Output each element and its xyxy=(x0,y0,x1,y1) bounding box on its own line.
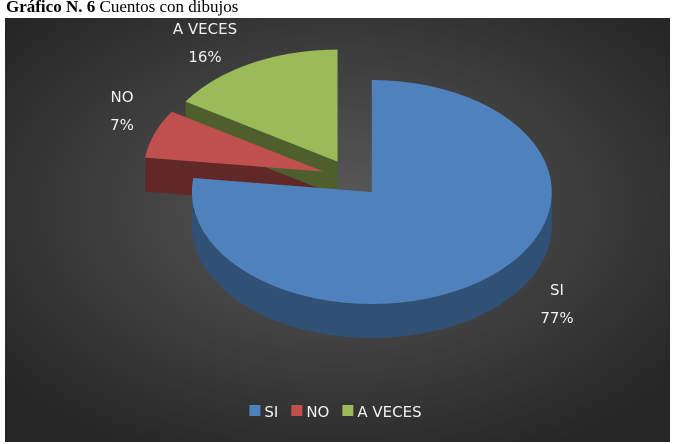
slice xyxy=(191,80,552,305)
slice xyxy=(145,111,324,172)
legend-swatch xyxy=(342,405,354,416)
legend-label: SI xyxy=(264,403,278,421)
legend-swatch xyxy=(249,405,261,416)
legend-label: A VECES xyxy=(357,403,421,421)
data-label-category: NO xyxy=(110,88,133,106)
data-label-category: A VECES xyxy=(173,20,237,38)
slice-side xyxy=(191,192,552,339)
slice xyxy=(185,49,338,162)
chart-title: Cuentos con dibujos xyxy=(99,0,238,16)
caption-label: Gráfico N. 6 xyxy=(6,0,95,16)
legend-label: NO xyxy=(306,403,329,421)
legend-swatch xyxy=(291,405,303,416)
data-label-value: 77% xyxy=(540,309,573,327)
caption: Gráfico N. 6 Cuentos con dibujos xyxy=(6,0,238,16)
data-label-value: 16% xyxy=(188,48,221,66)
slice-tops xyxy=(145,49,552,305)
data-label-value: 7% xyxy=(110,116,134,134)
data-labels: SI 77% NO 7% A VECES 16% xyxy=(110,20,574,327)
data-label-category: SI xyxy=(550,281,564,299)
legend: SI NO A VECES xyxy=(249,403,422,421)
